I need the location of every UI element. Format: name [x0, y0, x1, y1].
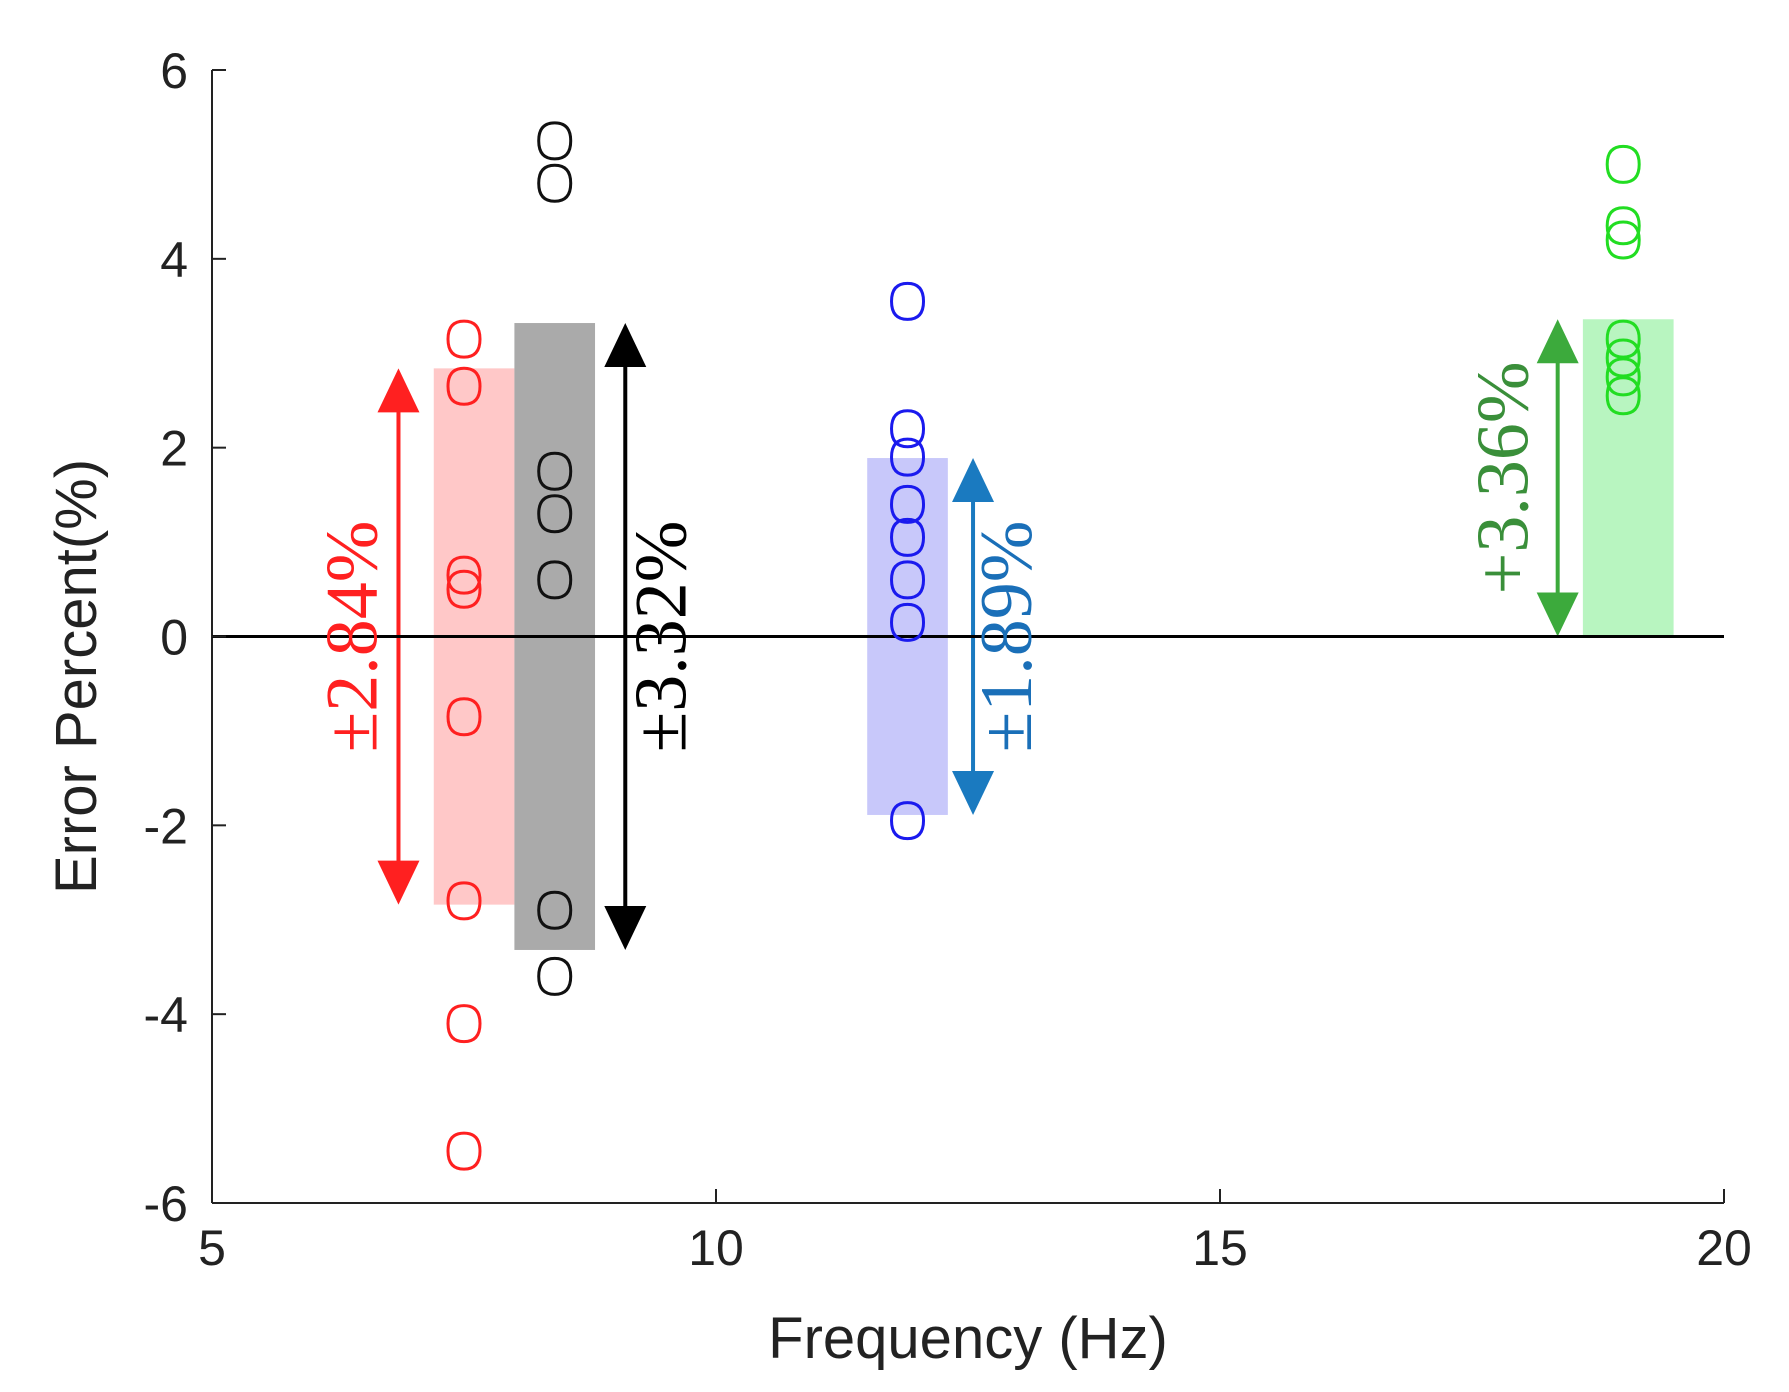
y-tick-label: 4 — [160, 232, 188, 288]
data-point-series-0 — [446, 366, 482, 406]
data-point-series-2 — [890, 409, 926, 449]
data-point-series-0 — [446, 319, 482, 359]
percent-annotation-0: ±2.84% — [311, 521, 393, 753]
data-point-series-0 — [446, 1131, 482, 1171]
data-point-series-0 — [446, 555, 482, 595]
data-point-series-1 — [537, 560, 573, 600]
data-point-series-0 — [446, 881, 482, 921]
range-arrow-head-up-1 — [604, 323, 647, 368]
y-tick-label: 0 — [160, 610, 188, 666]
range-arrow-head-down-3 — [1536, 592, 1579, 637]
data-point-series-2 — [890, 484, 926, 524]
range-arrow-head-up-0 — [377, 368, 420, 413]
x-axis-label: Frequency (Hz) — [768, 1306, 1168, 1371]
y-axis-label: Error Percent(%) — [44, 459, 109, 894]
range-arrow-head-up-2 — [952, 458, 995, 503]
data-point-series-2 — [890, 517, 926, 557]
data-point-series-1 — [537, 163, 573, 203]
data-point-series-1 — [537, 451, 573, 491]
y-tick-label: -2 — [144, 798, 188, 854]
y-tick-label: 6 — [160, 43, 188, 99]
percent-annotation-2: ±1.89% — [966, 521, 1048, 753]
y-tick-label: -6 — [144, 1176, 188, 1232]
data-point-series-3 — [1605, 376, 1641, 416]
data-point-series-1 — [537, 121, 573, 161]
data-point-series-3 — [1605, 144, 1641, 184]
x-tick-label: 20 — [1696, 1220, 1752, 1276]
percent-annotation-1: ±3.32% — [620, 521, 702, 753]
range-arrow-head-down-0 — [377, 860, 420, 905]
markers-layer — [446, 121, 1641, 1171]
data-point-series-3 — [1605, 319, 1641, 359]
data-point-series-2 — [890, 437, 926, 477]
x-tick-label: 5 — [198, 1220, 226, 1276]
data-point-series-0 — [446, 1004, 482, 1044]
annotations-layer: ±2.84% ±3.32% ±1.89% +3.36% — [311, 361, 1544, 752]
range-band-3 — [1582, 319, 1674, 637]
y-tick-label: 2 — [160, 421, 188, 477]
data-point-series-1 — [537, 494, 573, 534]
x-tick-label: 15 — [1192, 1220, 1248, 1276]
y-tick-label: -4 — [144, 987, 188, 1043]
data-point-series-2 — [890, 602, 926, 642]
data-point-series-1 — [537, 890, 573, 930]
range-arrow-head-down-2 — [952, 770, 995, 815]
range-arrow-head-down-1 — [604, 905, 647, 950]
data-point-series-0 — [446, 697, 482, 737]
range-arrow-head-up-3 — [1536, 319, 1579, 364]
x-tick-label: 10 — [688, 1220, 744, 1276]
data-point-series-3 — [1605, 357, 1641, 397]
data-point-series-1 — [537, 956, 573, 996]
percent-annotation-3: +3.36% — [1463, 361, 1545, 594]
data-point-series-2 — [890, 560, 926, 600]
data-point-series-3 — [1605, 206, 1641, 246]
data-point-series-2 — [890, 801, 926, 841]
data-point-series-3 — [1605, 338, 1641, 378]
axes-layer: 5 10 15 20 -6 -4 -2 0 2 4 6 — [144, 43, 1752, 1276]
data-point-series-2 — [890, 281, 926, 321]
data-point-series-3 — [1605, 220, 1641, 260]
data-point-series-0 — [446, 569, 482, 609]
